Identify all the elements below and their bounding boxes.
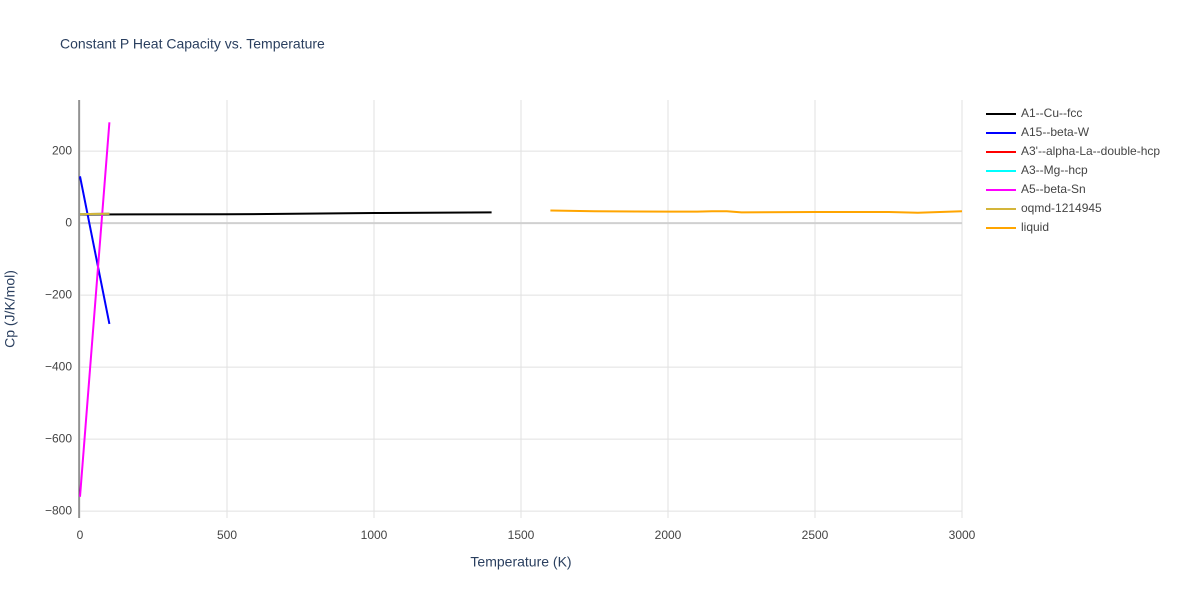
- legend-label: A3'--alpha-La--double-hcp: [1021, 144, 1160, 158]
- x-tick-label: 2000: [655, 528, 682, 542]
- x-tick-label: 500: [217, 528, 237, 542]
- x-axis-label: Temperature (K): [470, 554, 571, 570]
- legend-label: oqmd-1214945: [1021, 201, 1102, 215]
- legend-label: A1--Cu--fcc: [1021, 106, 1082, 120]
- chart-title: Constant P Heat Capacity vs. Temperature: [60, 36, 325, 52]
- y-tick-label: −800: [45, 503, 72, 517]
- x-tick-label: 1000: [361, 528, 388, 542]
- x-tick-label: 2500: [802, 528, 829, 542]
- legend-label: A3--Mg--hcp: [1021, 163, 1088, 177]
- x-tick-label: 1500: [508, 528, 535, 542]
- x-tick-label: 3000: [949, 528, 976, 542]
- y-axis-label: Cp (J/K/mol): [2, 270, 18, 348]
- series-line: [79, 211, 492, 216]
- series-line: [79, 176, 111, 325]
- y-tick-label: −400: [45, 359, 72, 373]
- x-tick-label: 0: [77, 528, 84, 542]
- y-tick-label: −200: [45, 287, 72, 301]
- y-tick-label: 200: [52, 143, 72, 157]
- series-line: [79, 122, 111, 497]
- legend-label: A5--beta-Sn: [1021, 182, 1086, 196]
- series-line: [550, 209, 963, 214]
- y-tick-label: −600: [45, 431, 72, 445]
- y-tick-label: 0: [65, 215, 72, 229]
- legend-label: A15--beta-W: [1021, 125, 1090, 139]
- legend-label: liquid: [1021, 220, 1049, 234]
